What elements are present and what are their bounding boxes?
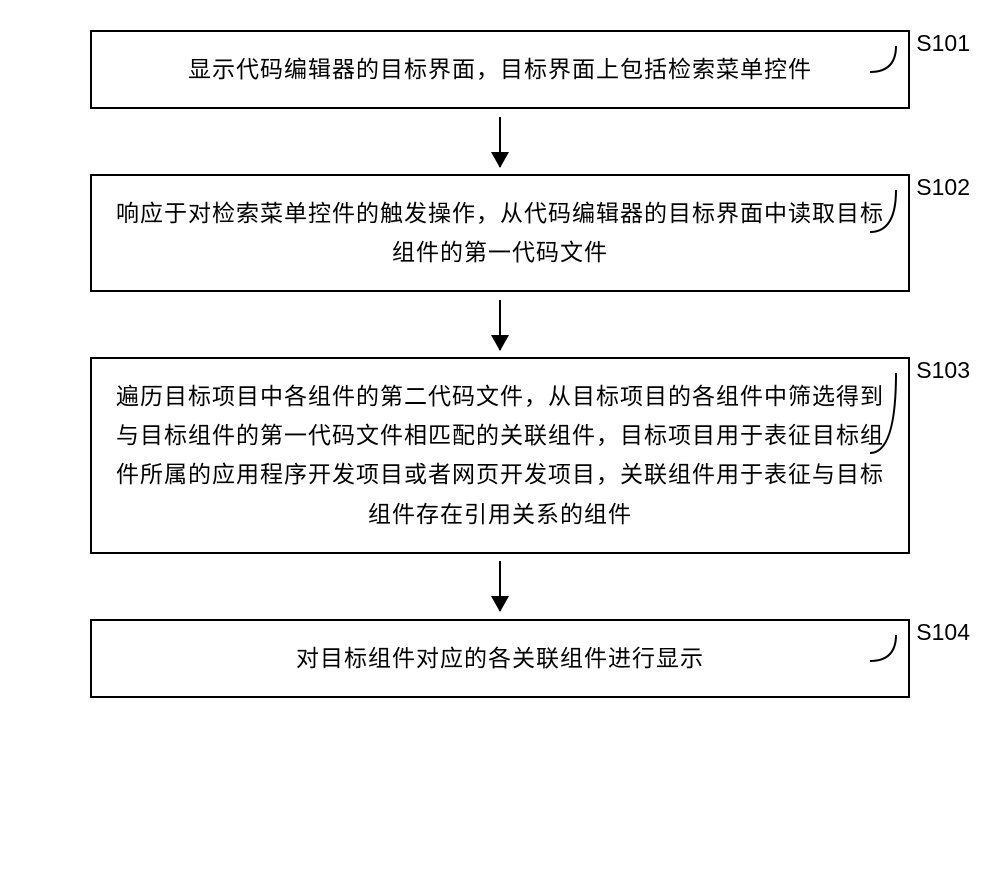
arrow-3 (499, 561, 501, 611)
arrow-2 (499, 300, 501, 350)
step-label-s102: S102 (916, 174, 970, 201)
step-row-s102: 响应于对检索菜单控件的触发操作，从代码编辑器的目标界面中读取目标组件的第一代码文… (50, 174, 950, 292)
arrow-1 (499, 117, 501, 167)
flowchart-container: 显示代码编辑器的目标界面，目标界面上包括检索菜单控件 S101 响应于对检索菜单… (50, 30, 950, 698)
step-label-s103: S103 (916, 357, 970, 384)
step-box-s103: 遍历目标项目中各组件的第二代码文件，从目标项目的各组件中筛选得到与目标组件的第一… (90, 357, 910, 553)
step-row-s103: 遍历目标项目中各组件的第二代码文件，从目标项目的各组件中筛选得到与目标组件的第一… (50, 357, 950, 553)
step-label-s104: S104 (916, 619, 970, 646)
arrow-wrap-3 (50, 554, 950, 619)
step-box-s101: 显示代码编辑器的目标界面，目标界面上包括检索菜单控件 (90, 30, 910, 109)
step-text-s101: 显示代码编辑器的目标界面，目标界面上包括检索菜单控件 (188, 56, 812, 82)
step-text-s104: 对目标组件对应的各关联组件进行显示 (296, 645, 704, 671)
step-box-s104: 对目标组件对应的各关联组件进行显示 (90, 619, 910, 698)
step-row-s104: 对目标组件对应的各关联组件进行显示 S104 (50, 619, 950, 698)
arrow-wrap-2 (50, 292, 950, 357)
step-box-s102: 响应于对检索菜单控件的触发操作，从代码编辑器的目标界面中读取目标组件的第一代码文… (90, 174, 910, 292)
arrow-wrap-1 (50, 109, 950, 174)
step-text-s103: 遍历目标项目中各组件的第二代码文件，从目标项目的各组件中筛选得到与目标组件的第一… (116, 383, 884, 526)
step-text-s102: 响应于对检索菜单控件的触发操作，从代码编辑器的目标界面中读取目标组件的第一代码文… (116, 200, 884, 265)
step-label-s101: S101 (916, 30, 970, 57)
step-row-s101: 显示代码编辑器的目标界面，目标界面上包括检索菜单控件 S101 (50, 30, 950, 109)
